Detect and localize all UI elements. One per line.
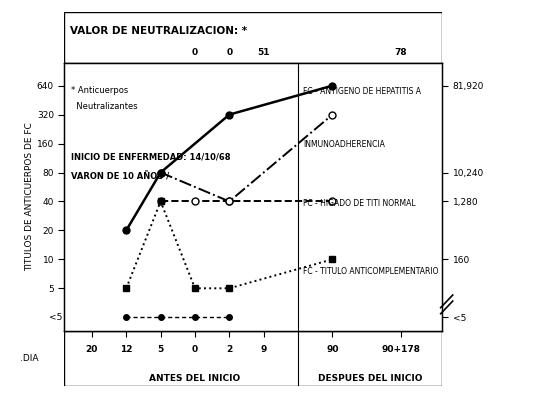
Text: VARON DE 10 AÑOS /: VARON DE 10 AÑOS / <box>71 173 169 182</box>
Text: 20: 20 <box>86 345 98 354</box>
Text: 51: 51 <box>258 48 270 57</box>
Text: 78: 78 <box>395 48 408 57</box>
Text: FC - ANTIGENO DE HEPATITIS A: FC - ANTIGENO DE HEPATITIS A <box>303 87 421 97</box>
Text: INICIO DE ENFERMEDAD: 14/10/68: INICIO DE ENFERMEDAD: 14/10/68 <box>71 152 231 161</box>
Text: FC - HIGADO DE TITI NORMAL: FC - HIGADO DE TITI NORMAL <box>303 199 416 208</box>
Text: 2: 2 <box>226 345 232 354</box>
Text: 0: 0 <box>192 48 198 57</box>
Y-axis label: TITULOS DE ANTICUERPOS DE FC: TITULOS DE ANTICUERPOS DE FC <box>25 123 34 271</box>
Text: Neutralizantes: Neutralizantes <box>71 102 138 111</box>
Text: ANTES DEL INICIO: ANTES DEL INICIO <box>150 374 241 383</box>
Text: 0: 0 <box>226 48 232 57</box>
Text: 0: 0 <box>192 345 198 354</box>
Text: <5: <5 <box>49 313 63 322</box>
Text: 9: 9 <box>260 345 267 354</box>
Text: 5: 5 <box>157 345 164 354</box>
Text: * Anticuerpos: * Anticuerpos <box>71 85 129 95</box>
Text: .DIA: .DIA <box>20 354 38 363</box>
Text: 12: 12 <box>120 345 133 354</box>
Text: 90+178: 90+178 <box>382 345 421 354</box>
Text: DESPUES DEL INICIO: DESPUES DEL INICIO <box>318 374 422 383</box>
Text: 90: 90 <box>326 345 339 354</box>
Text: VALOR DE NEUTRALIZACION: *: VALOR DE NEUTRALIZACION: * <box>69 26 246 36</box>
Text: FC - TITULO ANTICOMPLEMENTARIO: FC - TITULO ANTICOMPLEMENTARIO <box>303 267 438 276</box>
Text: INMUNOADHERENCIA: INMUNOADHERENCIA <box>303 140 385 149</box>
